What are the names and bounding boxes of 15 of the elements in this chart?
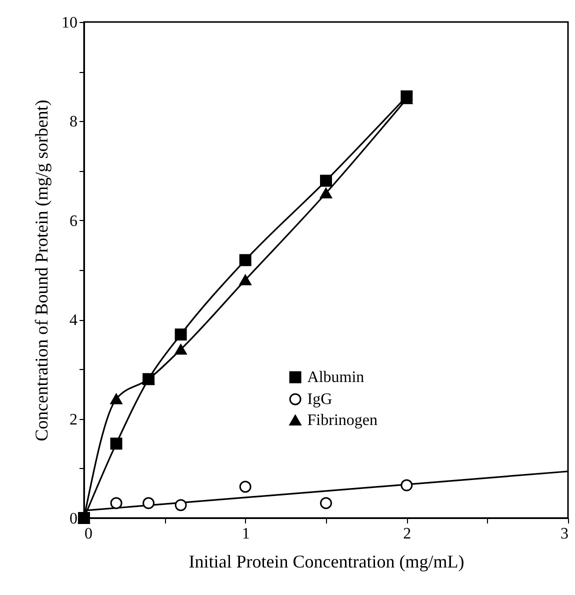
- y-tick-label: 4: [70, 312, 78, 330]
- x-tick-label: 3: [560, 526, 568, 542]
- legend-label: IgG: [307, 391, 333, 408]
- legend-label: Fibrinogen: [307, 412, 378, 430]
- x-tick-label: 1: [242, 526, 250, 542]
- y-tick-label: 6: [70, 212, 78, 230]
- x-axis-title: Initial Protein Concentration (mg/mL): [188, 552, 464, 572]
- legend-label: Albumin: [307, 369, 364, 386]
- y-axis-title: Concentration of Bound Protein (mg/g sorbent): [32, 100, 52, 442]
- y-tick-label: 8: [70, 114, 78, 131]
- x-tick-label: 0: [84, 526, 92, 542]
- x-tick-label: 2: [403, 526, 412, 542]
- y-tick-label: 10: [62, 14, 78, 32]
- y-tick-label: 0: [70, 510, 78, 528]
- y-tick-label: 2: [70, 411, 78, 428]
